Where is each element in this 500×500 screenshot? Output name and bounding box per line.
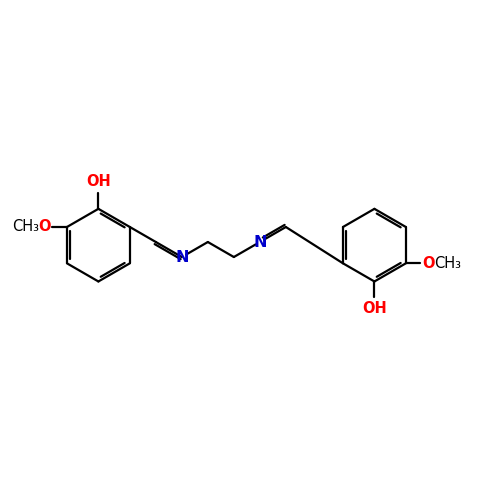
Text: OH: OH (362, 301, 387, 316)
Text: N: N (175, 250, 188, 264)
Text: CH₃: CH₃ (12, 220, 39, 234)
Text: O: O (38, 220, 51, 234)
Text: O: O (422, 256, 434, 271)
Text: CH₃: CH₃ (434, 256, 461, 271)
Text: OH: OH (86, 174, 111, 190)
Text: N: N (253, 234, 266, 250)
